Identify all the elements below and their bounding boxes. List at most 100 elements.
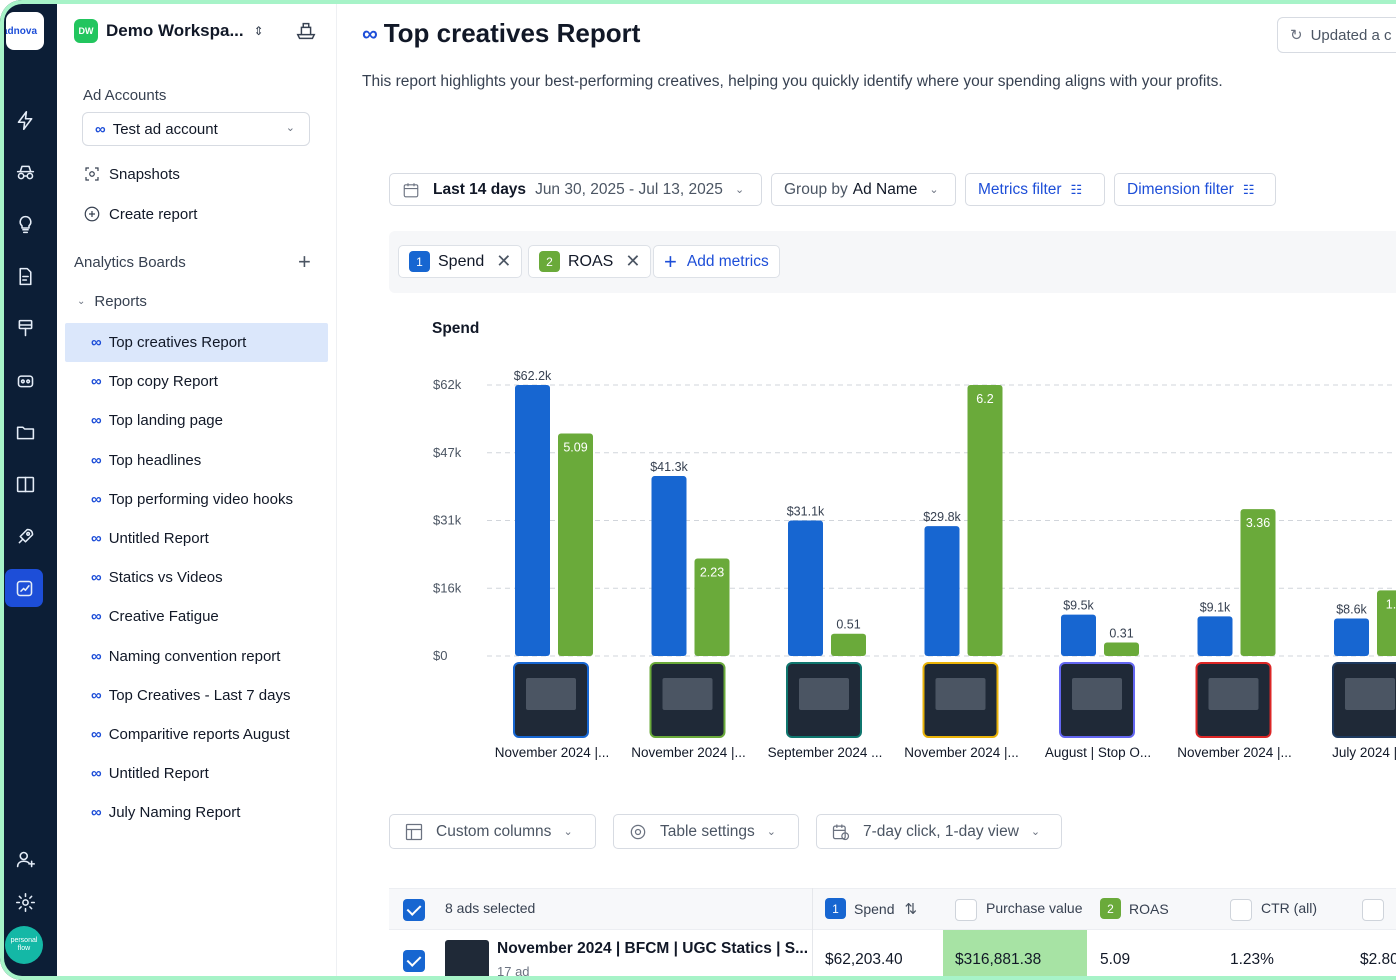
snapshots-link[interactable]: Snapshots <box>83 163 180 185</box>
creative-thumbnail-screen <box>799 678 849 710</box>
report-item[interactable]: ∞ Untitled Report <box>65 519 328 558</box>
row-checkbox[interactable] <box>403 950 425 972</box>
ad-name[interactable]: November 2024 | BFCM | UGC Statics | S..… <box>497 940 809 957</box>
lightning-icon[interactable] <box>8 103 42 137</box>
settings-gear-icon[interactable] <box>8 885 42 919</box>
dimension-filter-button[interactable]: Dimension filter ☷ <box>1114 173 1276 206</box>
reports-folder-label: Reports <box>94 293 147 310</box>
brush-icon[interactable] <box>8 311 42 345</box>
metric-number-badge: 2 <box>539 251 560 272</box>
avatar[interactable]: personal flow <box>5 926 43 964</box>
extra-column-checkbox[interactable] <box>1362 899 1384 921</box>
close-icon[interactable]: ✕ <box>496 251 512 271</box>
reports-folder-toggle[interactable]: ⌄ Reports <box>77 293 147 310</box>
settings-gear-icon <box>628 822 648 842</box>
sort-icon[interactable]: ⇅ <box>904 900 918 918</box>
roas-column-header[interactable]: 2 ROAS <box>1100 898 1169 919</box>
spend-bar <box>1197 616 1233 656</box>
report-item[interactable]: ∞ Top creatives Report <box>65 323 328 362</box>
chevron-down-icon: ⌄ <box>929 184 939 196</box>
spend-data-label: $31.1k <box>787 505 825 519</box>
spend-bar <box>924 526 960 656</box>
add-user-icon[interactable] <box>8 842 42 876</box>
roas-data-label: 0.51 <box>836 618 860 632</box>
document-check-icon[interactable] <box>8 259 42 293</box>
spy-icon[interactable] <box>8 155 42 189</box>
meta-icon: ∞ <box>91 373 102 391</box>
x-category-label: September 2024 ... <box>768 745 883 760</box>
columns-icon <box>404 822 424 842</box>
report-item[interactable]: ∞ Untitled Report <box>65 754 328 793</box>
sidebar: DW Demo Workspa... ⇕ Ad Accounts ∞ Test … <box>57 0 337 980</box>
group-by-select[interactable]: Group by Ad Name ⌄ <box>771 173 956 206</box>
ctr-header[interactable]: CTR (all) <box>1261 900 1317 916</box>
ad-thumbnail[interactable] <box>445 940 489 980</box>
meta-icon: ∞ <box>91 647 102 665</box>
custom-columns-button[interactable]: Custom columns ⌄ <box>389 814 596 849</box>
add-board-plus-icon[interactable]: + <box>298 249 311 274</box>
purchase-value-header[interactable]: Purchase value <box>986 900 1083 916</box>
attribution-label: 7-day click, 1-day view <box>863 822 1019 840</box>
roas-data-label: 3.36 <box>1246 516 1270 530</box>
report-item[interactable]: ∞ Naming convention report <box>65 637 328 676</box>
report-item-label: Statics vs Videos <box>108 569 223 587</box>
ad-account-select[interactable]: ∞ Test ad account ⌄ <box>82 112 310 146</box>
plus-icon: + <box>664 248 677 274</box>
roas-bar <box>558 433 593 656</box>
table-settings-button[interactable]: Table settings ⌄ <box>613 814 799 849</box>
report-item-label: Comparitive reports August <box>108 726 290 743</box>
attribution-window-select[interactable]: 7-day click, 1-day view ⌄ <box>816 814 1062 849</box>
meta-icon: ∞ <box>91 451 102 469</box>
roas-cell: 5.09 <box>1100 951 1131 968</box>
spend-column-header[interactable]: 1 Spend ⇅ <box>825 898 917 919</box>
chevron-down-icon: ⌄ <box>563 826 573 838</box>
metric-number-badge: 1 <box>409 251 430 272</box>
refresh-icon: ↻ <box>1290 27 1303 44</box>
refresh-updated-button[interactable]: ↻ Updated a c <box>1277 17 1396 53</box>
robot-icon[interactable] <box>8 363 42 397</box>
y-tick-label: $62k <box>433 377 462 392</box>
y-tick-label: $31k <box>433 513 462 528</box>
analytics-chart-icon[interactable] <box>5 569 43 607</box>
metric-chip-roas[interactable]: 2 ROAS ✕ <box>528 245 652 278</box>
lightbulb-icon[interactable] <box>8 207 42 241</box>
report-item[interactable]: ∞ July Naming Report <box>65 793 328 832</box>
report-item[interactable]: ∞ Creative Fatigue <box>65 597 328 636</box>
roas-data-label: 6.2 <box>976 392 993 406</box>
close-icon[interactable]: ✕ <box>625 251 641 271</box>
spend-bar <box>1061 614 1096 656</box>
icon-rail: adnova personal flow <box>0 0 57 980</box>
folder-icon[interactable] <box>8 415 42 449</box>
report-item[interactable]: ∞ Top Creatives - Last 7 days <box>65 676 328 715</box>
book-icon[interactable] <box>8 467 42 501</box>
date-range-picker[interactable]: Last 14 days Jun 30, 2025 - Jul 13, 2025… <box>389 173 762 206</box>
plus-circle-icon <box>83 205 101 223</box>
spend-bar <box>788 520 823 656</box>
report-item[interactable]: ∞ Top headlines <box>65 441 328 480</box>
select-all-checkbox[interactable] <box>403 899 425 921</box>
avatar-text-line2: flow <box>17 945 31 952</box>
report-item-label: Creative Fatigue <box>108 608 219 626</box>
report-item-label: Top copy Report <box>108 373 218 391</box>
rocket-icon[interactable] <box>8 519 42 553</box>
report-item[interactable]: ∞ Top landing page <box>65 401 328 440</box>
metric-chip-spend[interactable]: 1 Spend ✕ <box>398 245 523 278</box>
metrics-filter-label: Metrics filter <box>978 180 1062 198</box>
report-item[interactable]: ∞ Statics vs Videos <box>65 558 328 597</box>
chevron-down-icon: ⌄ <box>766 826 776 838</box>
purchase-value-checkbox[interactable] <box>955 899 977 921</box>
report-item[interactable]: ∞ Top copy Report <box>65 362 328 401</box>
ctr-checkbox[interactable] <box>1230 899 1252 921</box>
report-item[interactable]: ∞ Comparitive reports August <box>65 715 328 754</box>
x-category-label: November 2024 |... <box>495 745 610 760</box>
app-logo[interactable]: adnova <box>6 12 44 50</box>
ship-icon[interactable] <box>293 18 319 44</box>
ad-accounts-label: Ad Accounts <box>83 87 167 104</box>
meta-icon: ∞ <box>91 490 102 508</box>
workspace-switcher[interactable]: DW Demo Workspa... ⇕ <box>74 18 264 44</box>
ad-count: 17 ad <box>497 964 530 979</box>
add-metrics-button[interactable]: + Add metrics <box>653 245 780 278</box>
metrics-filter-button[interactable]: Metrics filter ☷ <box>965 173 1105 206</box>
report-item[interactable]: ∞ Top performing video hooks <box>65 480 328 519</box>
create-report-link[interactable]: Create report <box>83 203 197 225</box>
